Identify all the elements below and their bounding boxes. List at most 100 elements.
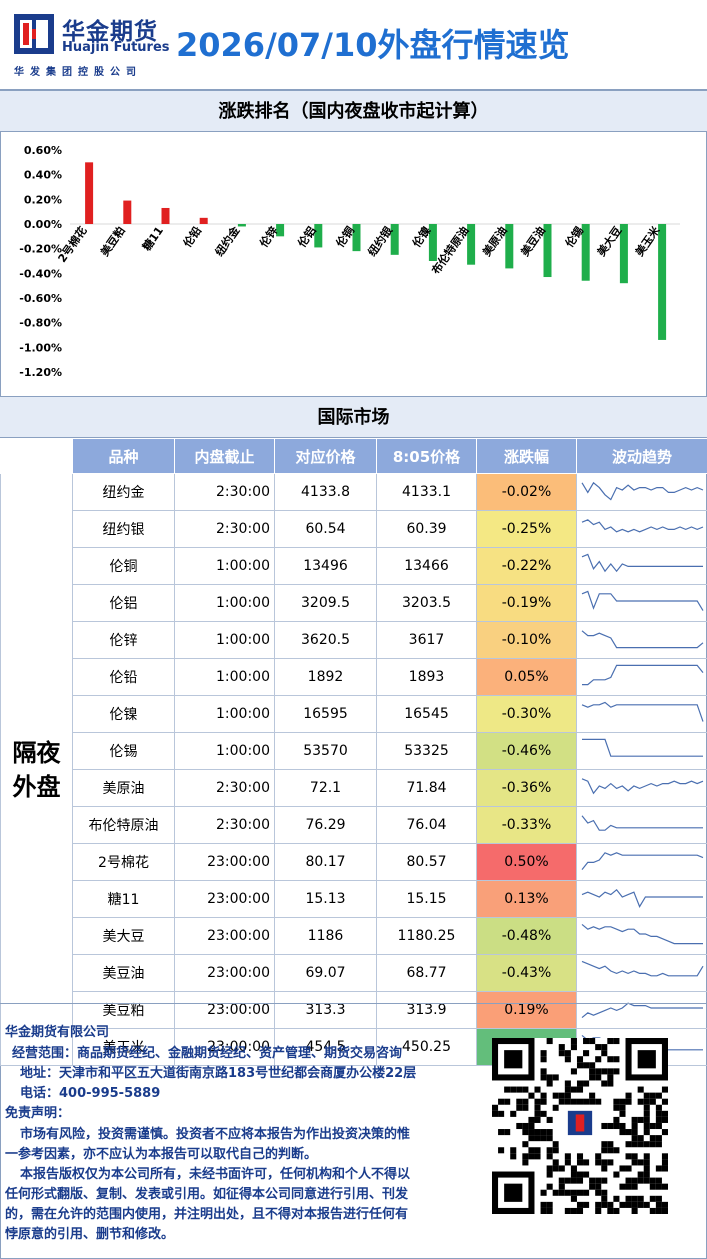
qr-code[interactable] (492, 1038, 668, 1214)
qr-module (558, 1092, 565, 1099)
qr-module (631, 1129, 638, 1136)
qr-module (631, 1135, 638, 1142)
cell-trend (576, 473, 707, 511)
bar-伦镍 (428, 224, 437, 261)
cell-name: 伦铝 (72, 584, 175, 622)
cell-name: 纽约金 (72, 473, 175, 511)
sparkline-path (581, 815, 703, 831)
cell-name: 美原油 (72, 769, 175, 807)
sparkline-path (581, 519, 703, 533)
qr-module (607, 1074, 614, 1081)
cell-price: 1186 (274, 917, 377, 955)
qr-module (631, 1201, 638, 1208)
qr-module (601, 1068, 608, 1075)
qr-module (498, 1110, 505, 1117)
header-price: 对应价格 (274, 438, 377, 474)
qr-module (595, 1177, 602, 1184)
qr-module (516, 1104, 523, 1111)
qr-module (595, 1159, 602, 1166)
cell-price805: 71.84 (376, 769, 477, 807)
sparkline-path (581, 630, 703, 649)
qr-module (613, 1068, 620, 1075)
qr-module (613, 1171, 620, 1178)
qr-module (564, 1098, 571, 1105)
cell-trend (576, 806, 707, 844)
sparkline-path (581, 960, 704, 977)
qr-module (576, 1062, 584, 1069)
cell-change: -0.10% (476, 621, 577, 659)
qr-module (540, 1207, 547, 1214)
table-row: 美原油 2:30:00 72.1 71.84 -0.36% (1, 769, 707, 807)
footer-disclaimer-2: 一参考因素，亦不应认为本报告可以取代自己的判断。 (5, 1147, 318, 1162)
qr-module (564, 1159, 571, 1166)
qr-module (522, 1159, 529, 1166)
qr-module (655, 1092, 662, 1099)
qr-module (534, 1116, 541, 1123)
qr-module (558, 1044, 565, 1051)
qr-module (534, 1104, 541, 1111)
qr-finder-center (637, 1050, 656, 1069)
qr-module (576, 1159, 584, 1166)
footer-disclaimer-3: 本报告版权仅为本公司所有，未经书面许可，任何机构和个人不得以 (20, 1167, 411, 1182)
bar-美大豆 (619, 224, 628, 284)
cell-change: -0.22% (476, 547, 577, 585)
qr-module (601, 1080, 608, 1087)
qr-module (643, 1122, 650, 1130)
cell-price805: 1893 (376, 658, 477, 696)
sparkline (581, 553, 703, 573)
qr-module (516, 1122, 523, 1130)
sparkline (581, 1002, 703, 1019)
cell-trend (576, 917, 707, 955)
cell-price805: 313.9 (376, 991, 477, 1029)
qr-module (601, 1159, 608, 1166)
qr-module (661, 1129, 668, 1136)
qr-module (661, 1201, 668, 1208)
header-price805: 8:05价格 (376, 438, 477, 474)
qr-module (619, 1110, 626, 1117)
qr-module (522, 1153, 529, 1160)
cell-change: 0.50% (476, 843, 577, 881)
cell-change: -0.33% (476, 806, 577, 844)
table-row: 美豆油 23:00:00 69.07 68.77 -0.43% (1, 954, 707, 992)
table-row: 伦铝 1:00:00 3209.5 3203.5 -0.19% (1, 584, 707, 622)
qr-module (655, 1177, 662, 1184)
qr-module (643, 1092, 650, 1099)
cell-trend (576, 584, 707, 622)
qr-module (570, 1068, 577, 1075)
cell-change: -0.48% (476, 917, 577, 955)
footer (0, 1003, 707, 1259)
qr-module (583, 1080, 590, 1087)
qr-module (570, 1189, 577, 1196)
qr-module (534, 1135, 541, 1142)
cell-trend (576, 732, 707, 770)
qr-module (613, 1116, 620, 1123)
qr-module (558, 1183, 565, 1190)
qr-module (570, 1086, 577, 1093)
qr-module (546, 1116, 553, 1123)
sparkline-path (581, 778, 703, 795)
qr-module (655, 1165, 662, 1172)
bar-伦锌 (276, 224, 285, 237)
cell-price: 3209.5 (274, 584, 377, 622)
qr-module (637, 1135, 644, 1142)
qr-module (661, 1110, 668, 1117)
cell-change: 0.05% (476, 658, 577, 696)
sparkline-path (581, 1002, 703, 1019)
qr-module (643, 1104, 650, 1111)
bar-伦锡 (581, 224, 590, 281)
qr-module (625, 1177, 632, 1184)
cell-trend (576, 547, 707, 585)
cell-cutoff: 1:00:00 (174, 584, 275, 622)
qr-module (534, 1110, 541, 1117)
cell-name: 伦锌 (72, 621, 175, 659)
cell-name: 2号棉花 (72, 843, 175, 881)
ranking-section-title: 涨跌排名（国内夜盘收市起计算） (0, 90, 707, 132)
qr-module (655, 1195, 662, 1202)
cell-price805: 13466 (376, 547, 477, 585)
category-label: 美豆粕 (97, 224, 127, 259)
qr-module (619, 1165, 626, 1172)
cell-price: 80.17 (274, 843, 377, 881)
qr-module (601, 1165, 608, 1172)
qr-module (528, 1122, 535, 1130)
qr-module (655, 1207, 662, 1214)
